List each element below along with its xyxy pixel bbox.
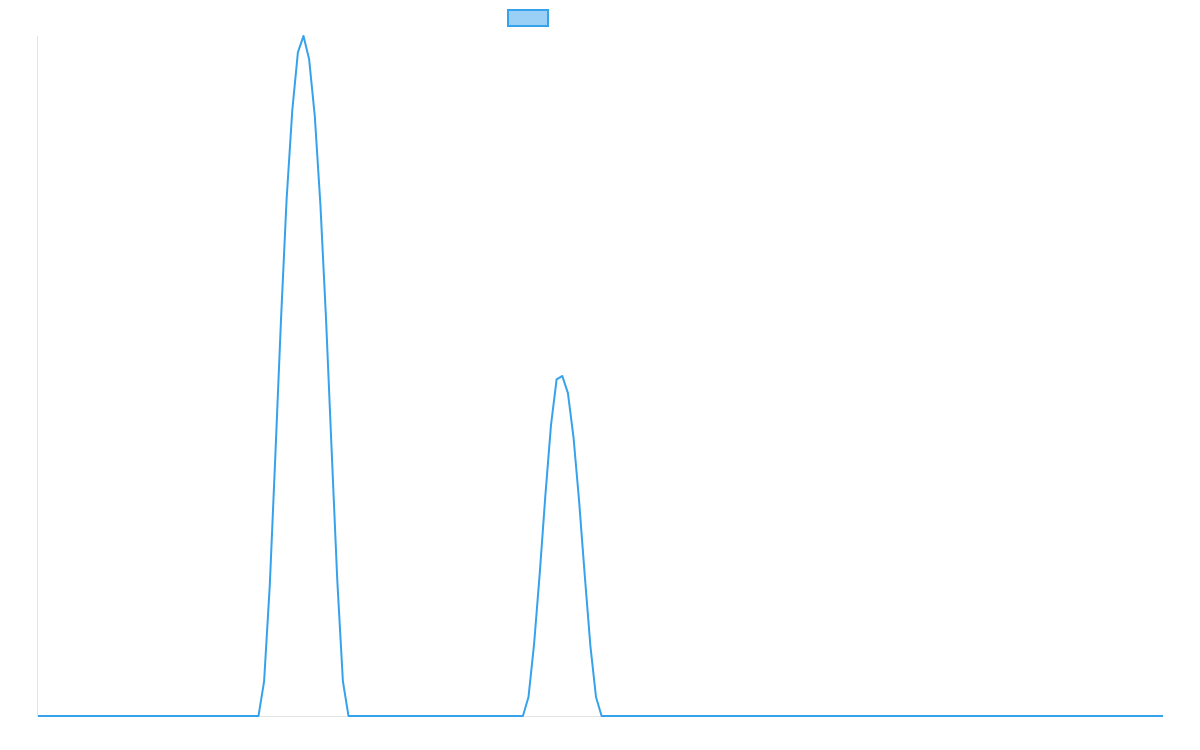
series-line-0 <box>38 35 1163 717</box>
legend[interactable] <box>507 9 549 27</box>
series-layer <box>37 35 1164 717</box>
legend-swatch[interactable] <box>507 9 549 27</box>
